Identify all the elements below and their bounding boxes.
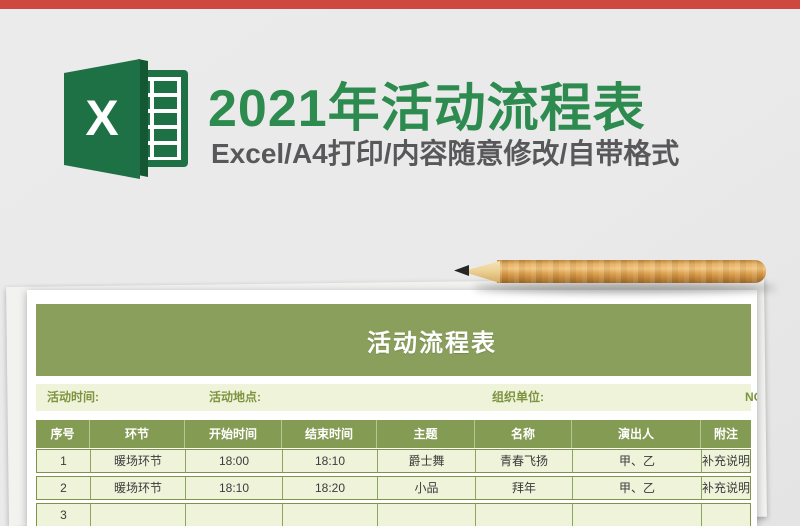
table-cell: 2 <box>37 477 91 499</box>
info-label: 活动地点: <box>209 390 261 404</box>
excel-logo-letter: X <box>85 90 118 146</box>
table-header-cell: 环节 <box>90 420 185 448</box>
table-header-cell: 开始时间 <box>185 420 282 448</box>
table-cell <box>476 504 573 526</box>
info-label: 组织单位: <box>492 390 544 404</box>
table-header-cell: 结束时间 <box>282 420 377 448</box>
table-header-cell: 演出人 <box>572 420 701 448</box>
sheet-title-banner: 活动流程表 <box>36 304 751 376</box>
table-cell: 暖场环节 <box>91 450 186 472</box>
table-body: 1 暖场环节 18:00 18:10 爵士舞 青春飞扬 甲、乙 补充说明 2 暖场环节 18:10 1… <box>36 449 751 526</box>
table-header-cell: 名称 <box>475 420 572 448</box>
table-cell <box>283 504 378 526</box>
table-cell: 甲、乙 <box>573 450 702 472</box>
table-cell: 青春飞扬 <box>476 450 573 472</box>
table-cell: 补充说明 <box>702 454 750 468</box>
table-cell <box>91 504 186 526</box>
table-cell: 18:10 <box>283 450 378 472</box>
table-cell: 1 <box>37 450 91 472</box>
sheet-title: 活动流程表 <box>367 329 497 357</box>
pencil-icon <box>497 260 766 283</box>
table-header-cell: 附注 <box>713 427 738 441</box>
table-row: 1 暖场环节 18:00 18:10 爵士舞 青春飞扬 甲、乙 补充说明 <box>36 449 751 473</box>
info-label: 活动时间: <box>47 390 99 404</box>
table-cell <box>702 504 750 526</box>
table-cell: 拜年 <box>476 477 573 499</box>
table-header-cell: 序号 <box>36 420 90 448</box>
pencil-shadow <box>474 283 776 293</box>
table-cell: 小品 <box>378 477 476 499</box>
table-cell <box>378 504 476 526</box>
page-title: 2021年活动流程表 <box>208 80 646 138</box>
table-header-cell: 主题 <box>377 420 475 448</box>
table-row: 2 暖场环节 18:10 18:20 小品 拜年 甲、乙 补充说明 <box>36 476 751 500</box>
sheet-info-row: 活动时间: 活动地点: 组织单位: NO: <box>36 384 757 411</box>
top-accent-bar <box>0 0 800 9</box>
table-cell: 补充说明 <box>702 481 750 495</box>
table-cell: 暖场环节 <box>91 477 186 499</box>
table-row: 3 <box>36 503 751 526</box>
excel-logo-icon: X <box>64 59 188 179</box>
table-cell: 18:10 <box>186 477 283 499</box>
pencil-graphite-tip <box>454 265 469 276</box>
table-cell: 18:00 <box>186 450 283 472</box>
table-cell: 18:20 <box>283 477 378 499</box>
spreadsheet-preview-paper: 活动流程表 活动时间: 活动地点: 组织单位: NO: 序号环节开始时间结束时间主题名… <box>27 290 757 526</box>
table-cell: 3 <box>37 504 91 526</box>
table-header-row: 序号 环节 开始时间 结束时间 主题 名称 演出人 附注 <box>36 420 751 448</box>
table-cell <box>573 504 702 526</box>
page-subtitle: Excel/A4打印/内容随意修改/自带格式 <box>211 138 680 169</box>
table-cell: 爵士舞 <box>378 450 476 472</box>
table-cell <box>186 504 283 526</box>
table-cell: 甲、乙 <box>573 477 702 499</box>
info-label: NO: <box>745 390 757 404</box>
